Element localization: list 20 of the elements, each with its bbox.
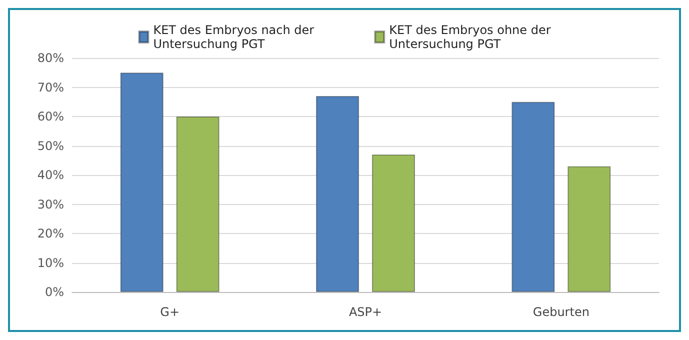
x-tick-label: Geburten — [532, 305, 590, 319]
y-tick-label: 60% — [37, 110, 64, 124]
bar — [176, 116, 220, 292]
x-tick-label: G+ — [160, 305, 180, 319]
bar — [316, 96, 360, 292]
x-tick-label: ASP+ — [348, 305, 382, 319]
bar — [120, 72, 164, 292]
y-tick-label: 10% — [37, 256, 64, 270]
y-tick-label: 50% — [37, 138, 64, 153]
bar — [568, 166, 611, 292]
y-tick-label: 20% — [37, 226, 64, 240]
legend-label: KET des Embryos nach der Untersuchung PGT — [153, 23, 314, 51]
y-tick-label: 80% — [37, 51, 64, 65]
y-tick-label: 30% — [37, 197, 64, 212]
y-tick-label: 70% — [37, 80, 64, 94]
bar — [512, 102, 555, 292]
legend-label: KET des Embryos ohne der Untersuchung PGT — [389, 23, 551, 51]
bar — [372, 154, 416, 292]
y-tick-label: 40% — [37, 168, 64, 182]
y-tick-label: 0% — [44, 285, 64, 299]
